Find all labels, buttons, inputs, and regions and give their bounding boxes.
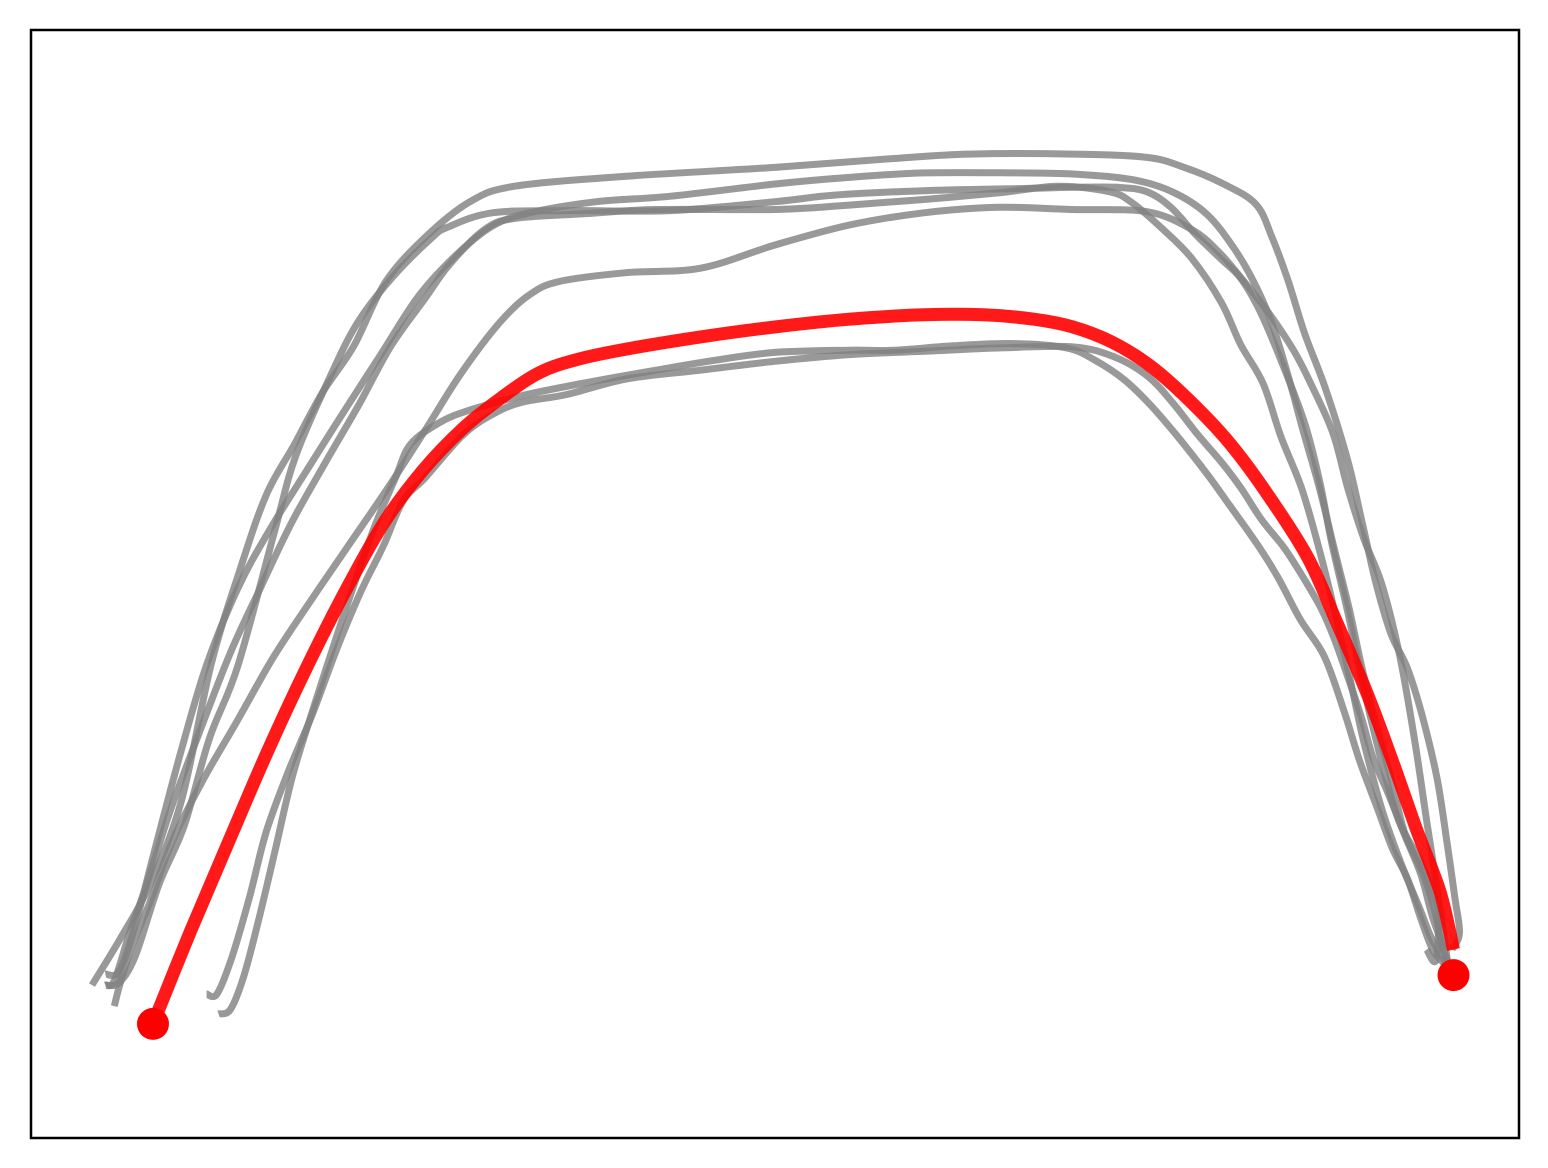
reference-start-marker (137, 1007, 169, 1040)
trajectory-line-7 (217, 340, 1448, 1018)
trajectory-line-5 (110, 203, 1452, 1007)
reference-end-marker (1437, 959, 1470, 992)
reference-trajectory-line (146, 307, 1460, 1027)
marker-layer (137, 959, 1470, 1040)
axes-frame (29, 28, 1521, 1140)
series-layer (89, 150, 1464, 1027)
